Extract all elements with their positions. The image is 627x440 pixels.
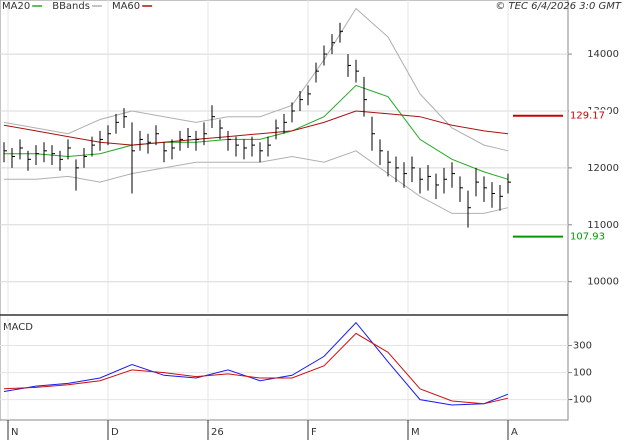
indicator-line — [4, 84, 509, 180]
y-tick-label: 12000 — [587, 163, 619, 174]
y-tick-label: 14000 — [587, 49, 619, 60]
indicator-line — [3, 110, 509, 146]
x-tick-label: M — [411, 427, 420, 438]
x-tick-label: F — [311, 427, 317, 438]
legend-label: MA20 — [2, 1, 30, 12]
level-label: 107.93 — [570, 232, 605, 243]
indicator-line — [3, 7, 509, 152]
y-tick-label: 10000 — [587, 277, 619, 288]
y-tick-label: -100 — [569, 395, 592, 406]
macd-line — [3, 332, 509, 405]
level-label-bg — [569, 109, 609, 122]
level-label-bg — [569, 230, 609, 243]
legend-label: BBands — [52, 1, 90, 12]
level-label: 129.17 — [570, 111, 605, 122]
y-tick-label: 300 — [573, 341, 592, 352]
indicator-line — [4, 150, 509, 214]
x-tick-label: N — [11, 427, 18, 438]
macd-line — [3, 321, 509, 406]
macd-title: MACD — [3, 322, 33, 333]
copyright: © TEC 6/4/2026 3:0 GMT — [495, 1, 622, 12]
plot-frame — [0, 0, 569, 421]
x-tick-label: D — [111, 427, 119, 438]
y-tick-label: 100 — [573, 368, 592, 379]
y-tick-label: 11000 — [587, 220, 619, 231]
x-tick-label: A — [511, 427, 518, 438]
x-tick-label: 26 — [211, 427, 224, 438]
legend-label: MA60 — [112, 1, 140, 12]
